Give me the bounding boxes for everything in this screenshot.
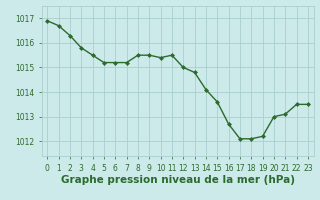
X-axis label: Graphe pression niveau de la mer (hPa): Graphe pression niveau de la mer (hPa) bbox=[60, 175, 295, 185]
